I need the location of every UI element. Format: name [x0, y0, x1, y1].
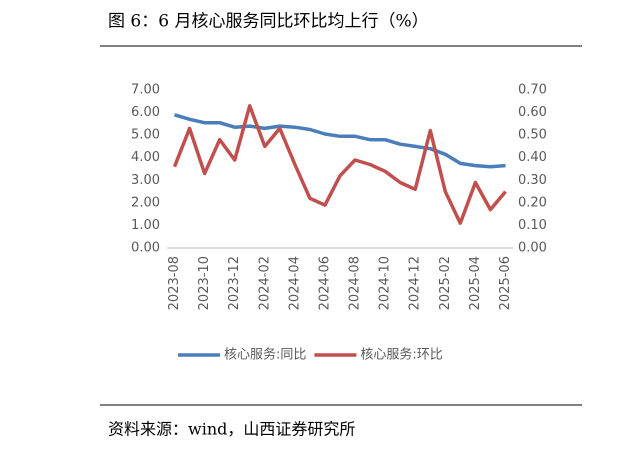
x-tick-label: 2024-12	[408, 256, 423, 310]
x-tick-label: 2025-02	[438, 256, 453, 310]
y-tick-label: 3.00	[131, 173, 160, 188]
y2-tick-label: 0.40	[518, 150, 547, 165]
y2-tick-label: 0.70	[518, 83, 547, 98]
x-tick-label: 2024-02	[257, 256, 272, 310]
y-tick-label: 1.00	[131, 218, 160, 233]
x-tick-label: 2023-08	[167, 256, 182, 310]
series-line	[172, 104, 507, 225]
y2-tick-label: 0.00	[518, 241, 547, 256]
y-tick-label: 0.00	[131, 241, 160, 256]
y-tick-label: 5.00	[131, 128, 160, 143]
x-tick-label: 2024-06	[317, 256, 332, 310]
y2-tick-label: 0.10	[518, 218, 547, 233]
y2-tick-label: 0.60	[518, 105, 547, 120]
x-tick-label: 2023-12	[227, 256, 242, 310]
x-tick-label: 2023-10	[197, 256, 212, 310]
y-tick-label: 6.00	[131, 105, 160, 120]
x-tick-label: 2025-04	[468, 256, 483, 310]
y2-tick-label: 0.50	[518, 128, 547, 143]
y-tick-label: 2.00	[131, 195, 160, 210]
legend-label: 核心服务:同比	[224, 347, 306, 363]
y2-tick-label: 0.20	[518, 195, 547, 210]
x-tick-label: 2025-06	[498, 256, 513, 310]
source: 资料来源：wind，山西证券研究所	[108, 420, 355, 439]
x-tick-label: 2024-04	[287, 256, 302, 310]
x-tick-label: 2024-08	[348, 256, 363, 310]
legend-label: 核心服务:环比	[360, 347, 442, 363]
x-tick-label: 2024-10	[378, 256, 393, 310]
y2-tick-label: 0.30	[518, 173, 547, 188]
chart-title: 图 6：6 月核心服务同比环比均上行（%）	[108, 12, 429, 32]
y-tick-label: 7.00	[131, 83, 160, 98]
y-tick-label: 4.00	[131, 150, 160, 165]
series-line	[174, 113, 506, 169]
